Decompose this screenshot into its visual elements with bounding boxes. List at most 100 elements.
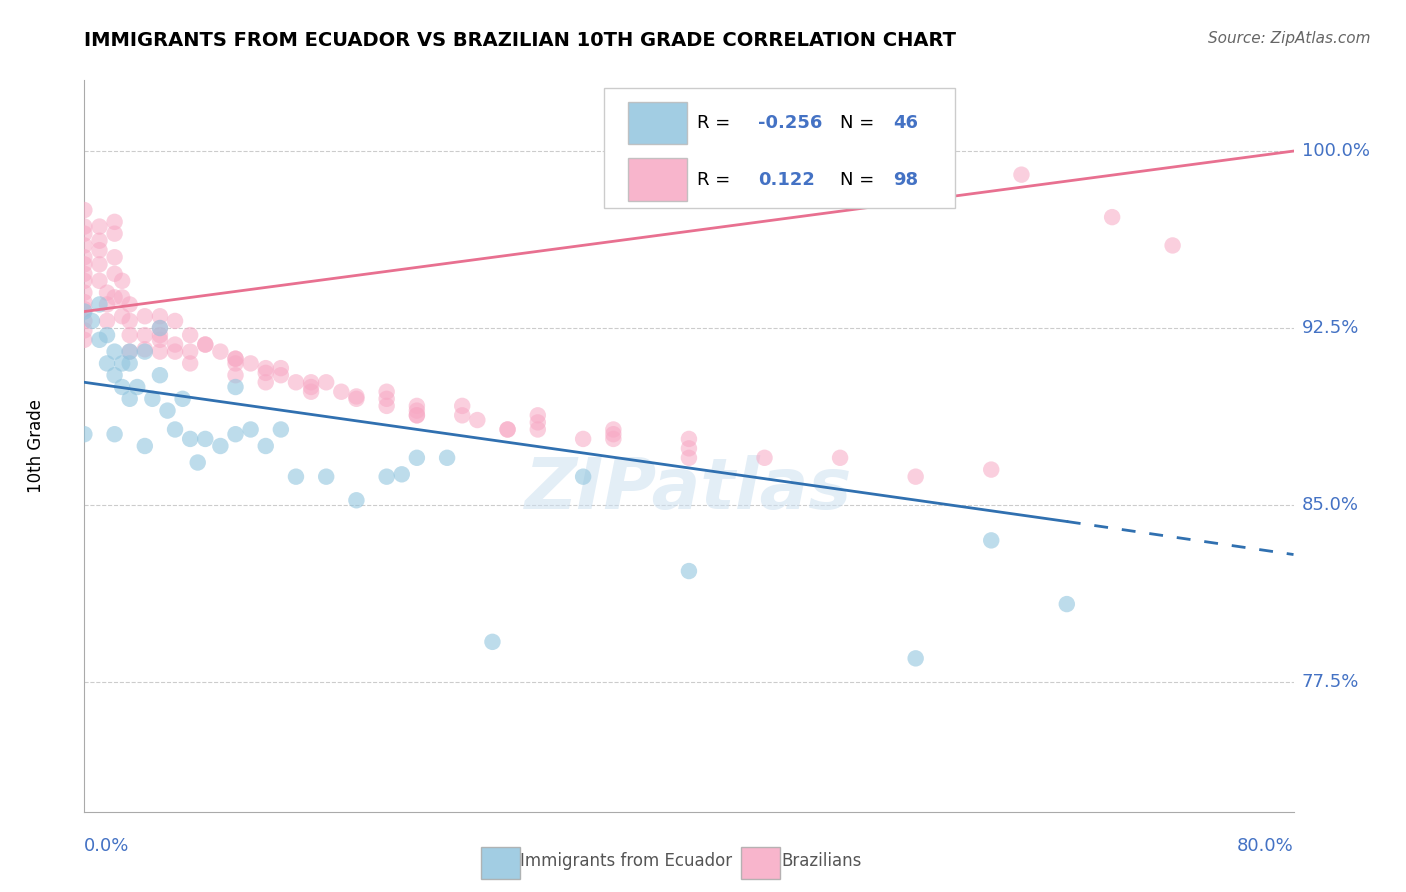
Point — [96, 285, 118, 300]
Point — [406, 450, 429, 465]
Point — [375, 469, 398, 483]
Point — [270, 422, 292, 436]
Point — [602, 422, 624, 436]
Point — [118, 328, 141, 343]
Point — [89, 274, 111, 288]
Point — [270, 368, 292, 383]
Point — [602, 432, 624, 446]
Text: 0.122: 0.122 — [758, 170, 814, 189]
FancyBboxPatch shape — [628, 159, 686, 201]
Point — [225, 368, 247, 383]
Point — [163, 344, 186, 359]
Point — [127, 380, 149, 394]
Point — [254, 439, 277, 453]
Point — [572, 432, 595, 446]
Point — [134, 439, 156, 453]
Point — [73, 267, 96, 281]
Point — [89, 219, 111, 234]
Point — [73, 285, 96, 300]
Point — [1101, 210, 1123, 224]
Point — [134, 343, 156, 357]
Text: IMMIGRANTS FROM ECUADOR VS BRAZILIAN 10TH GRADE CORRELATION CHART: IMMIGRANTS FROM ECUADOR VS BRAZILIAN 10T… — [84, 31, 956, 50]
Point — [194, 432, 217, 446]
Point — [980, 533, 1002, 548]
Point — [315, 469, 337, 483]
Point — [104, 250, 127, 264]
Point — [172, 392, 194, 406]
Text: R =: R = — [697, 170, 737, 189]
Point — [73, 250, 96, 264]
Point — [73, 295, 96, 310]
Point — [104, 215, 127, 229]
Point — [904, 469, 927, 483]
Text: N =: N = — [841, 170, 880, 189]
Point — [149, 368, 172, 383]
Text: Source: ZipAtlas.com: Source: ZipAtlas.com — [1208, 31, 1371, 46]
Point — [149, 310, 172, 324]
Point — [496, 422, 519, 436]
Point — [406, 403, 429, 417]
Point — [375, 392, 398, 406]
Point — [96, 314, 118, 328]
Point — [436, 450, 458, 465]
Point — [163, 422, 186, 436]
Point — [156, 403, 179, 417]
Point — [111, 380, 134, 394]
Point — [187, 456, 209, 470]
Text: Immigrants from Ecuador: Immigrants from Ecuador — [520, 852, 733, 870]
Point — [299, 384, 322, 399]
Point — [73, 314, 96, 328]
Point — [73, 219, 96, 234]
Text: R =: R = — [697, 114, 737, 132]
Point — [330, 384, 353, 399]
Point — [346, 389, 368, 403]
Point — [209, 344, 232, 359]
Point — [678, 432, 700, 446]
Point — [299, 376, 322, 390]
Point — [1056, 597, 1078, 611]
Point — [134, 328, 156, 343]
Point — [179, 328, 201, 343]
Point — [270, 361, 292, 376]
Point — [467, 413, 489, 427]
Point — [299, 380, 322, 394]
Point — [118, 392, 141, 406]
Point — [496, 422, 519, 436]
Point — [89, 297, 111, 311]
Point — [375, 384, 398, 399]
Text: 100.0%: 100.0% — [1302, 142, 1369, 160]
Point — [149, 321, 172, 335]
Point — [481, 635, 503, 649]
Point — [194, 337, 217, 351]
Point — [73, 257, 96, 271]
Point — [179, 356, 201, 370]
Text: N =: N = — [841, 114, 880, 132]
Point — [96, 297, 118, 311]
Point — [73, 202, 96, 217]
Text: 85.0%: 85.0% — [1302, 496, 1358, 514]
Point — [678, 450, 700, 465]
Point — [104, 368, 127, 383]
Point — [830, 450, 852, 465]
Point — [104, 344, 127, 359]
Text: 0.0%: 0.0% — [84, 837, 129, 855]
Point — [225, 351, 247, 366]
Point — [225, 351, 247, 366]
Text: -0.256: -0.256 — [758, 114, 823, 132]
Point — [111, 274, 134, 288]
Point — [89, 243, 111, 257]
Point — [118, 356, 141, 370]
Point — [179, 344, 201, 359]
Point — [980, 462, 1002, 476]
Point — [904, 651, 927, 665]
Point — [239, 356, 262, 370]
Point — [1010, 168, 1032, 182]
Point — [134, 310, 156, 324]
Point — [149, 344, 172, 359]
Text: 77.5%: 77.5% — [1302, 673, 1360, 691]
Point — [284, 469, 308, 483]
Point — [118, 344, 141, 359]
Point — [179, 432, 201, 446]
Point — [526, 422, 548, 436]
FancyBboxPatch shape — [628, 102, 686, 145]
